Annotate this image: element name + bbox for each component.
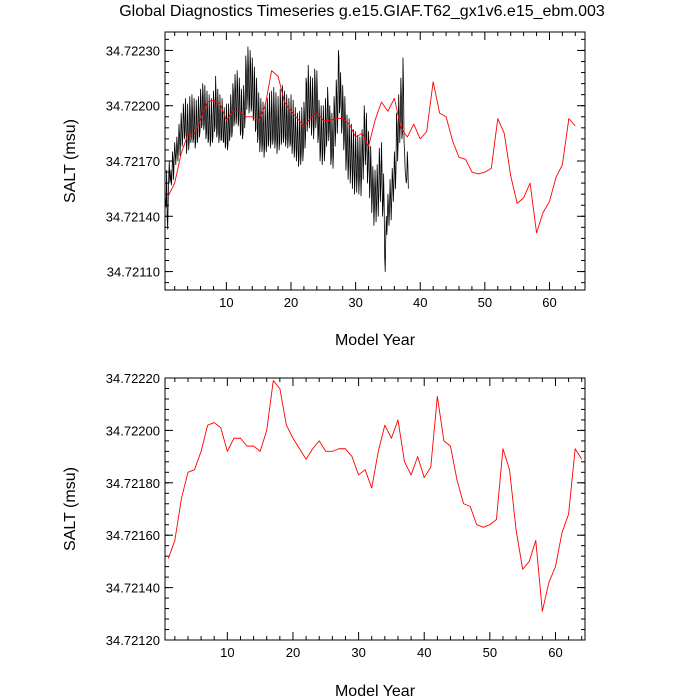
y-tick-label: 34.72180 bbox=[106, 476, 160, 491]
x-tick-label: 60 bbox=[542, 295, 556, 310]
x-tick-label: 30 bbox=[351, 645, 365, 660]
x-tick-label: 10 bbox=[220, 645, 234, 660]
bottom-x-axis-label: Model Year bbox=[335, 683, 416, 700]
y-tick-label: 34.72220 bbox=[106, 371, 160, 386]
x-tick-label: 40 bbox=[417, 645, 431, 660]
top-plot-frame bbox=[164, 31, 586, 291]
x-tick-label: 30 bbox=[348, 295, 362, 310]
y-tick-label: 34.72200 bbox=[106, 99, 160, 114]
bottom-panel: 10 20 30 40 50 60 34.72120 34.72140 34.72160 34.7… bbox=[62, 371, 586, 700]
series-line-annual-mean bbox=[167, 70, 576, 234]
x-tick-label: 50 bbox=[483, 645, 497, 660]
top-x-axis-label: Model Year bbox=[335, 332, 416, 349]
y-tick-label: 34.72120 bbox=[106, 633, 160, 648]
x-tick-label: 10 bbox=[219, 295, 233, 310]
y-tick-label: 34.72200 bbox=[106, 423, 160, 438]
y-tick-label: 34.72140 bbox=[106, 581, 160, 596]
x-tick-label: 50 bbox=[478, 295, 492, 310]
y-tick-label: 34.72140 bbox=[106, 209, 160, 224]
y-tick-label: 34.72170 bbox=[106, 154, 160, 169]
x-tick-label: 40 bbox=[413, 295, 427, 310]
y-tick-label: 34.72110 bbox=[107, 265, 160, 280]
y-tick-label: 34.72160 bbox=[106, 528, 160, 543]
top-y-axis-label: SALT (msu) bbox=[62, 119, 79, 203]
x-tick-label: 20 bbox=[286, 645, 300, 660]
chart-title: Global Diagnostics Timeseries g.e15.GIAF… bbox=[119, 3, 605, 20]
x-tick-label: 60 bbox=[548, 645, 562, 660]
top-panel: 10 20 30 40 50 60 34.72110 34.72140 34.72170 34.7… bbox=[62, 31, 586, 349]
series-line-monthly bbox=[164, 46, 409, 272]
series-line-annual-mean bbox=[167, 380, 583, 612]
x-tick-label: 20 bbox=[284, 295, 298, 310]
y-tick-label: 34.72230 bbox=[106, 43, 160, 58]
bottom-y-axis-label: SALT (msu) bbox=[62, 467, 79, 551]
bottom-plot-frame bbox=[164, 377, 586, 641]
